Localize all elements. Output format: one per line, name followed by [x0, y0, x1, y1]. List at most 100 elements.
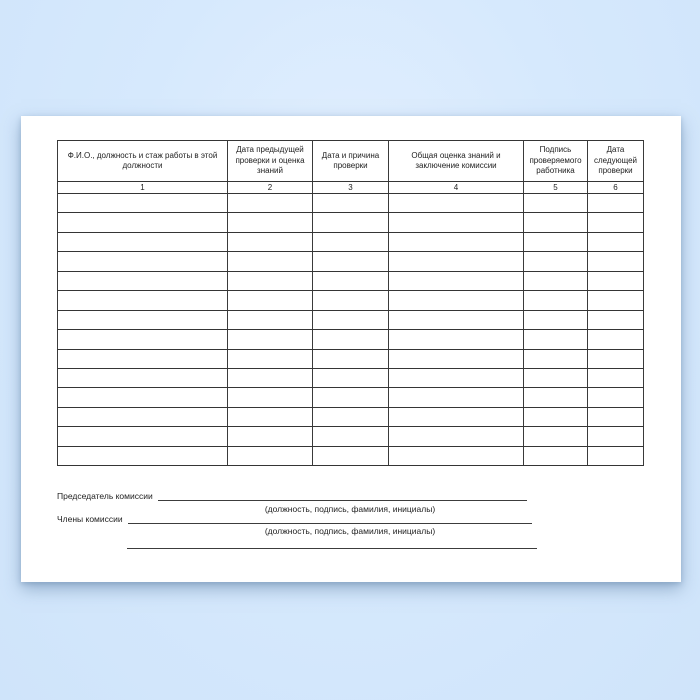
column-header-fio: Ф.И.О., должность и стаж работы в этой д… [57, 140, 228, 182]
table-row [57, 348, 644, 369]
table-cell [523, 445, 588, 467]
table-cell [57, 387, 228, 408]
table-cell [312, 192, 389, 214]
table-cell [388, 406, 524, 428]
members-extra-signature-blank [127, 537, 537, 549]
table-cell [523, 426, 588, 447]
column-header-next-date: Дата следующей проверки [587, 140, 644, 182]
table-cell [312, 251, 389, 272]
column-header-prev-check: Дата предыдущей проверки и оценка знаний [227, 140, 313, 182]
table-cell [587, 192, 644, 214]
table-cell [57, 192, 228, 214]
table-cell [312, 290, 389, 311]
table-cell [57, 445, 228, 467]
table-cell [57, 270, 228, 292]
table-cell [388, 192, 524, 214]
table-body [57, 192, 644, 467]
table-cell [227, 426, 313, 447]
column-number: 5 [523, 181, 588, 194]
table-cell [523, 290, 588, 311]
signature-hint: (должность, подпись, фамилия, инициалы) [264, 526, 436, 536]
table-cell [312, 367, 389, 389]
members-signature-blank [127, 522, 532, 524]
table-cell [312, 212, 389, 233]
table-cell [57, 309, 228, 331]
table-cell [388, 367, 524, 389]
table-cell [388, 251, 524, 272]
table-cell [523, 231, 588, 253]
table-cell [312, 426, 389, 447]
table-cell [523, 192, 588, 214]
table-cell [523, 406, 588, 428]
column-number: 1 [57, 181, 228, 194]
table-row [57, 231, 644, 253]
table-row [57, 212, 644, 233]
members-signature-row: Члены комиссии [57, 513, 532, 525]
column-number: 2 [227, 181, 313, 194]
table-row [57, 329, 644, 350]
table-cell [587, 387, 644, 408]
table-cell [312, 387, 389, 408]
table-cell [227, 309, 313, 331]
table-row [57, 387, 644, 408]
table-cell [312, 445, 389, 467]
table-cell [227, 192, 313, 214]
table-cell [227, 270, 313, 292]
table-cell [523, 329, 588, 350]
table-cell [587, 348, 644, 369]
table-cell [57, 329, 228, 350]
table-cell [57, 290, 228, 311]
column-number: 6 [587, 181, 644, 194]
table-cell [227, 251, 313, 272]
table-row [57, 251, 644, 272]
table-cell [523, 387, 588, 408]
table-cell [587, 426, 644, 447]
table-cell [57, 231, 228, 253]
table-cell [388, 445, 524, 467]
table-header: Ф.И.О., должность и стаж работы в этой д… [57, 140, 644, 194]
column-header-date-reason: Дата и причина проверки [312, 140, 389, 182]
table-cell [227, 406, 313, 428]
table-row [57, 270, 644, 292]
table-cell [523, 270, 588, 292]
table-cell [312, 309, 389, 331]
table-cell [312, 406, 389, 428]
chairman-signature-row: Председатель комиссии [57, 490, 527, 502]
chairman-signature-blank [157, 499, 527, 501]
table-row [57, 367, 644, 389]
table-cell [587, 309, 644, 331]
table-cell [227, 212, 313, 233]
chairman-label: Председатель комиссии [57, 491, 153, 501]
table-cell [523, 367, 588, 389]
column-header-signature: Подпись проверяемого работника [523, 140, 588, 182]
column-number: 3 [312, 181, 389, 194]
table-row [57, 426, 644, 447]
table-cell [57, 426, 228, 447]
knowledge-check-table: Ф.И.О., должность и стаж работы в этой д… [57, 140, 644, 467]
table-cell [57, 212, 228, 233]
table-cell [227, 329, 313, 350]
table-cell [587, 251, 644, 272]
table-row [57, 406, 644, 428]
table-cell [523, 251, 588, 272]
table-cell [388, 426, 524, 447]
table-cell [227, 290, 313, 311]
table-cell [587, 212, 644, 233]
table-cell [312, 329, 389, 350]
table-cell [57, 406, 228, 428]
table-cell [227, 367, 313, 389]
table-cell [523, 309, 588, 331]
table-cell [388, 329, 524, 350]
table-cell [388, 309, 524, 331]
members-label: Члены комиссии [57, 514, 123, 524]
table-cell [388, 387, 524, 408]
table-cell [587, 270, 644, 292]
table-cell [587, 367, 644, 389]
signature-hint: (должность, подпись, фамилия, инициалы) [264, 504, 436, 514]
table-cell [587, 406, 644, 428]
table-cell [57, 348, 228, 369]
table-cell [312, 348, 389, 369]
table-cell [227, 231, 313, 253]
table-cell [388, 348, 524, 369]
